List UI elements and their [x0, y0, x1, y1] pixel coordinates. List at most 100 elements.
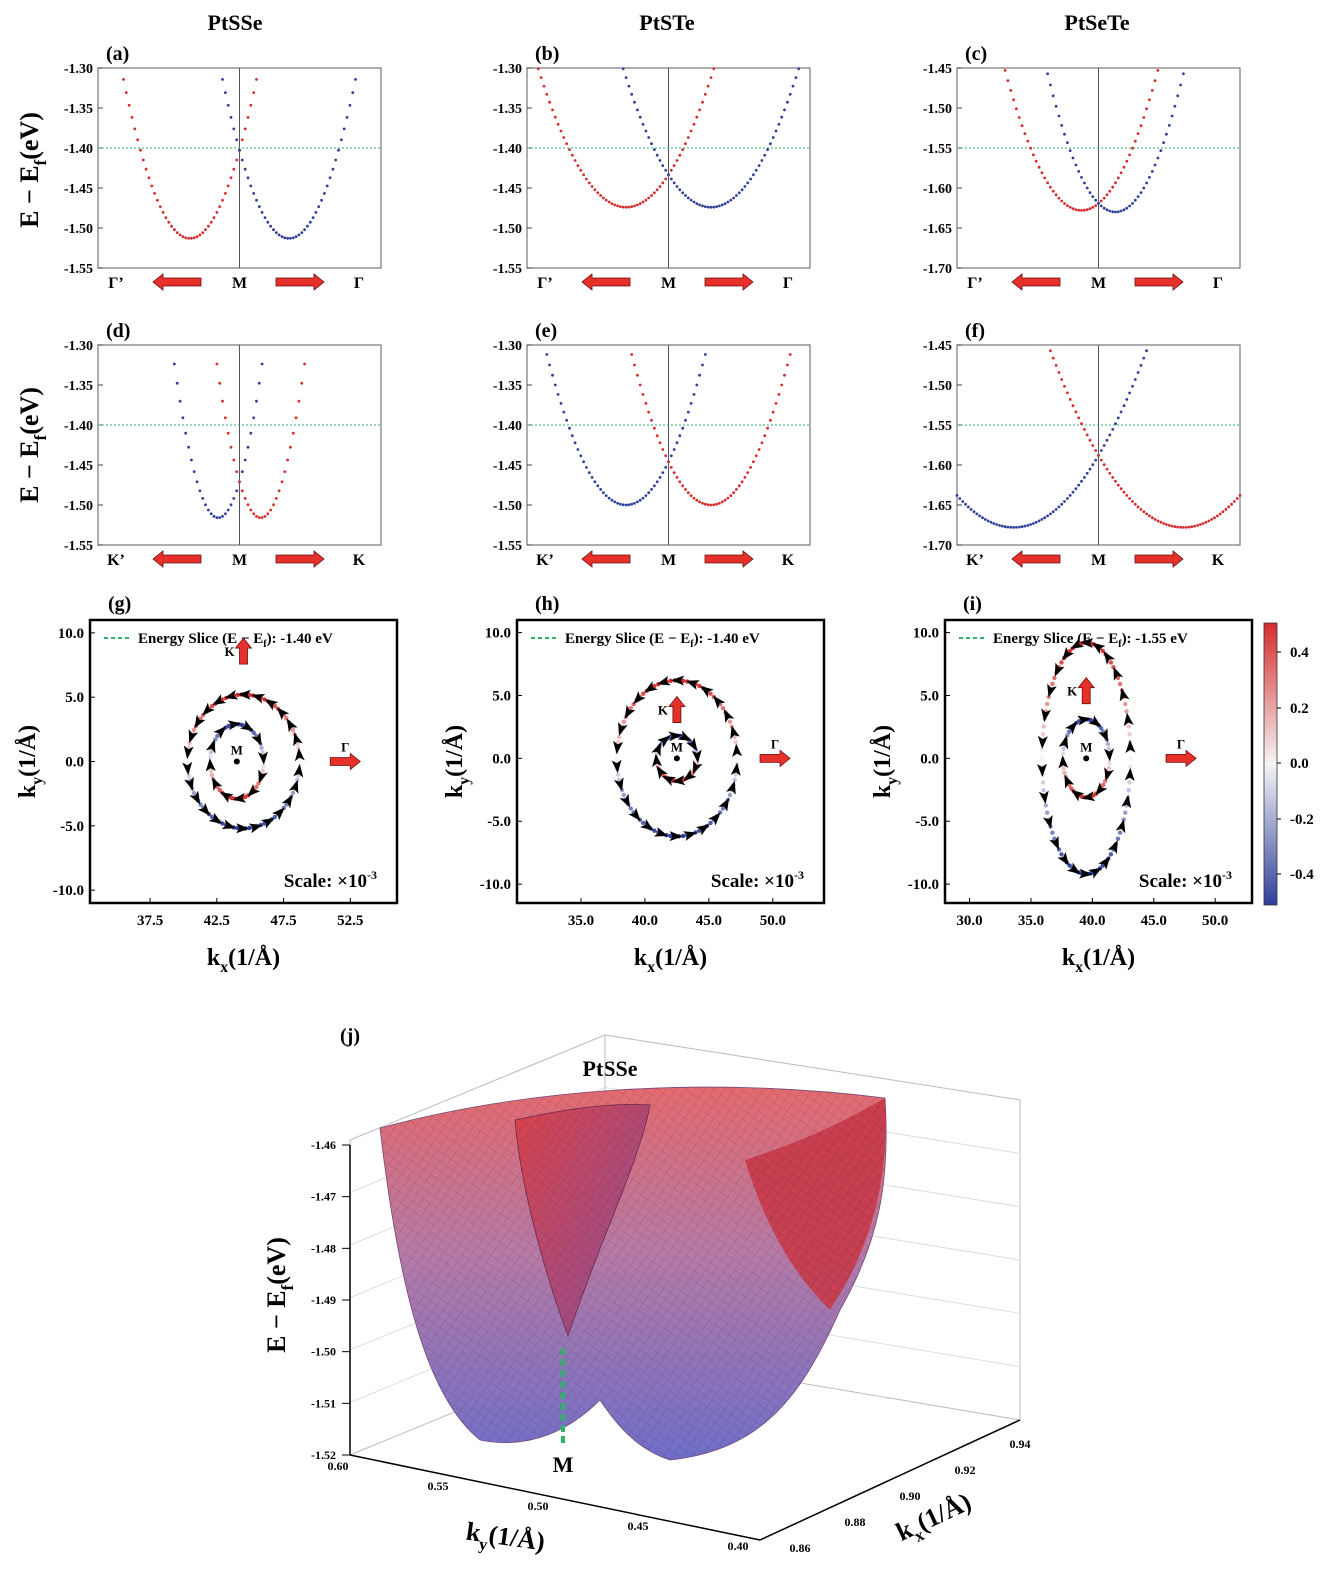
spin-arrowhead	[726, 780, 736, 795]
surface-cone-mesh	[515, 1104, 650, 1336]
band-series-red	[1003, 69, 1160, 212]
band-point	[1122, 165, 1126, 169]
band-point	[669, 454, 673, 458]
band-point	[263, 216, 267, 220]
band-point	[576, 448, 580, 451]
band-point	[1074, 410, 1078, 414]
band-point	[1017, 525, 1021, 529]
y-tick-label: -1.40	[493, 419, 522, 434]
band-point	[661, 164, 665, 168]
band-point	[542, 84, 546, 88]
band-point	[1040, 171, 1044, 175]
band-point	[1213, 516, 1216, 520]
band-point	[181, 235, 185, 239]
band-point	[1080, 176, 1083, 179]
x-label-right: Γ	[1213, 275, 1223, 292]
band-point	[1193, 524, 1197, 528]
band-point	[1068, 398, 1072, 401]
band-point	[1116, 416, 1120, 420]
contour-point	[1040, 780, 1046, 785]
band-point	[559, 129, 563, 133]
band-point	[701, 501, 704, 505]
spin-arrowhead	[700, 686, 714, 698]
band-point	[1131, 384, 1134, 388]
band-point	[229, 176, 233, 180]
band-point	[684, 418, 687, 422]
x-label-center: M	[661, 275, 676, 292]
y-tick-label: -1.70	[923, 539, 952, 554]
band-point	[1139, 124, 1143, 128]
band-point	[551, 373, 554, 377]
band-panel-a: (a) -1.30 -1.35 -1.40 -1.45 -1.50 -1.55 Γ’ M Γ	[64, 43, 382, 292]
band-point	[1099, 199, 1103, 203]
band-point	[1017, 116, 1021, 119]
band-point	[204, 503, 207, 507]
band-point	[780, 383, 784, 387]
band-point	[740, 480, 744, 484]
y-tick-label: 10.0	[913, 626, 939, 642]
contour-point	[239, 722, 244, 728]
band-point	[1136, 505, 1140, 509]
band-point	[599, 488, 602, 491]
band-point	[655, 480, 659, 484]
band-point	[1142, 116, 1146, 119]
x-tick-label: 50.0	[760, 913, 786, 929]
band-point	[780, 115, 784, 119]
band-point	[769, 418, 772, 422]
band-point	[1060, 124, 1064, 127]
band-point	[752, 173, 755, 177]
band-point	[1170, 524, 1174, 528]
band-point	[1218, 512, 1222, 516]
band-point	[238, 480, 241, 484]
band-point	[1176, 525, 1180, 529]
contour-point	[1059, 660, 1064, 665]
band-point	[675, 476, 679, 479]
band-point	[607, 496, 611, 500]
band-point	[249, 103, 253, 107]
band-point	[1051, 94, 1055, 98]
band-panel-f: (f) -1.45 -1.50 -1.55 -1.60 -1.65 -1.70 K’ M K	[923, 320, 1242, 569]
band-point	[706, 205, 710, 209]
contour-point	[210, 814, 215, 820]
band-point	[718, 501, 721, 505]
band-point	[190, 458, 193, 462]
band-point	[1116, 483, 1120, 487]
band-point	[1136, 371, 1140, 374]
contour-point	[262, 697, 267, 702]
ky-axis-label: ky(1/Å)	[15, 725, 46, 798]
band-point	[1167, 124, 1171, 127]
surface-ky-label: ky(1/Å)	[464, 1517, 547, 1557]
spin-arrowhead	[1088, 867, 1102, 879]
x-label-right: K	[1212, 552, 1225, 569]
band-point	[153, 192, 157, 195]
band-point	[1230, 502, 1233, 506]
band-point	[633, 204, 636, 208]
band-point	[650, 142, 653, 146]
box-edge	[604, 1034, 1021, 1101]
band-point	[621, 205, 625, 209]
gamma-direction-arrow	[329, 752, 361, 771]
band-point	[1046, 72, 1049, 76]
y-tick-label: -1.55	[493, 539, 522, 554]
scale-label: Scale: ×10-3	[284, 868, 377, 892]
spin-arrowhead	[272, 807, 285, 821]
band-point	[161, 211, 165, 214]
x-label-left: K’	[966, 552, 984, 569]
spin-arrowhead	[1125, 739, 1136, 753]
y-tick-label: -1.40	[493, 142, 522, 157]
band-point	[246, 503, 250, 507]
spin-arrowhead	[1081, 791, 1096, 802]
band-point	[235, 489, 239, 493]
spin-arrowhead	[247, 784, 261, 797]
contour-point	[628, 706, 633, 711]
band-point	[1156, 519, 1160, 523]
contour-point	[641, 691, 646, 696]
y-tick-label: -1.45	[64, 182, 93, 197]
spin-arrowhead	[730, 725, 740, 740]
band-point	[300, 231, 304, 235]
ky-tick-label: 0.50	[528, 1499, 549, 1513]
band-point	[224, 192, 227, 195]
band-point	[723, 202, 727, 206]
spin-arrowhead	[224, 689, 239, 700]
band-point	[559, 402, 563, 405]
